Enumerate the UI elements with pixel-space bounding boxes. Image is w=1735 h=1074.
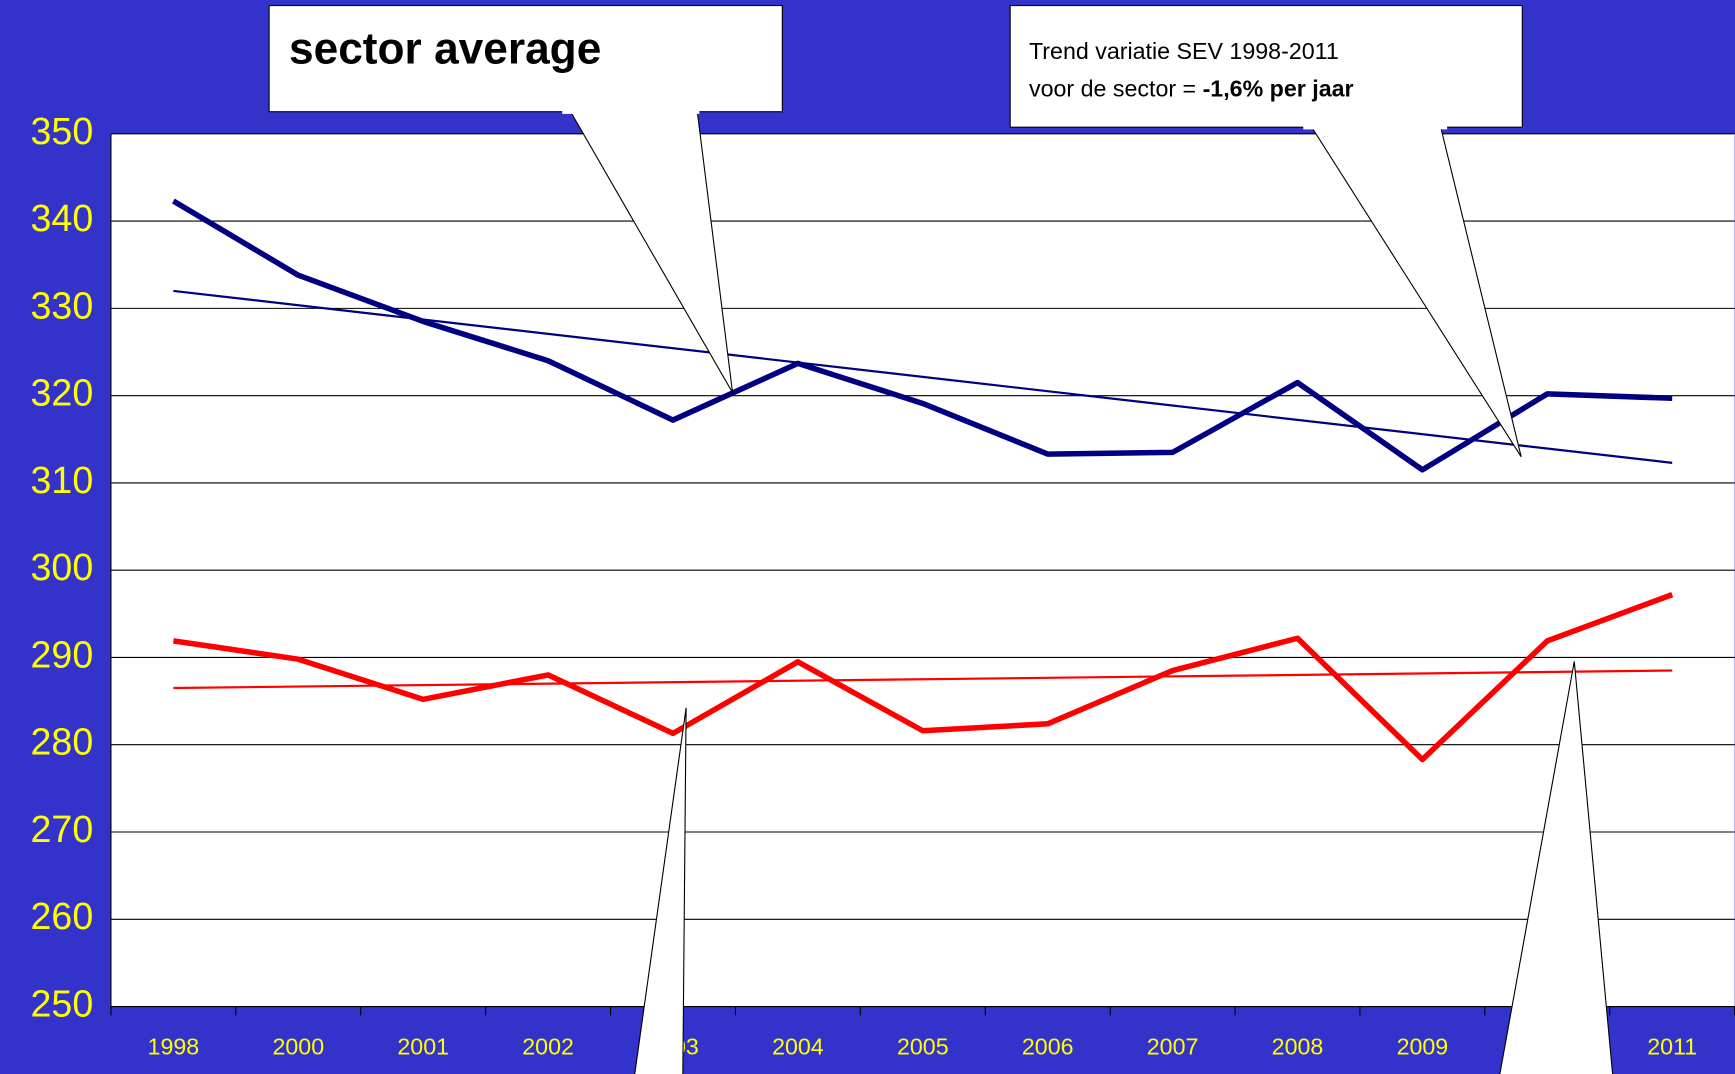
lines [171,198,1674,763]
y-tick-label: 330 [31,284,94,326]
x-tick-label: 2009 [1397,1034,1449,1060]
y-tick-label: 300 [31,546,94,588]
x-tick-label: 2011 [1647,1034,1697,1060]
series-line [171,198,1673,473]
y-tick-label: 260 [31,895,94,937]
callouts: sector average Trend variatie SEV 1998-2… [268,4,1614,1074]
callout-text: voor de sector = -1,6% per jaar [1029,76,1354,102]
x-tick-label: 2006 [1022,1034,1074,1060]
callout-box [268,4,783,113]
y-tick-label: 340 [31,197,94,239]
callout-text: Trend variatie SEV 1998-2011 [1029,38,1339,64]
y-tick-label: 350 [31,110,94,152]
x-axis: 1998200020012002200320042005200620072008… [148,1034,1698,1060]
y-tick-label: 320 [31,372,94,414]
x-tick-label: 2007 [1147,1034,1199,1060]
callout-bold: -1,6% per jaar [1203,76,1354,102]
trend-line [173,669,1673,690]
callout-box [1009,4,1523,128]
callout-text: sector average [289,25,601,74]
y-tick-label: 280 [31,721,94,763]
y-tick-label: 250 [31,982,94,1024]
x-tick-label: 2000 [272,1034,324,1060]
y-tick-label: 270 [31,808,94,850]
x-tick-label: 1998 [148,1034,200,1060]
callout-join [562,109,700,114]
x-tick-label: 2002 [522,1034,574,1060]
x-tick-label: 2004 [772,1034,824,1060]
callout-pointer [1499,661,1614,1074]
y-tick-label: 310 [31,459,94,501]
x-tick-label: 2001 [397,1034,449,1060]
x-tick-label: 2008 [1272,1034,1324,1060]
callout-pointer [634,707,687,1074]
series-line [172,592,1674,763]
y-tick-label: 290 [31,633,94,675]
callout-join [1303,124,1448,130]
x-tick-label: 2005 [897,1034,949,1060]
y-axis: 250 260 270 280 290 300 310 320 330 340 350 [31,110,94,1025]
callout-text: voor de sector = [1029,76,1203,102]
